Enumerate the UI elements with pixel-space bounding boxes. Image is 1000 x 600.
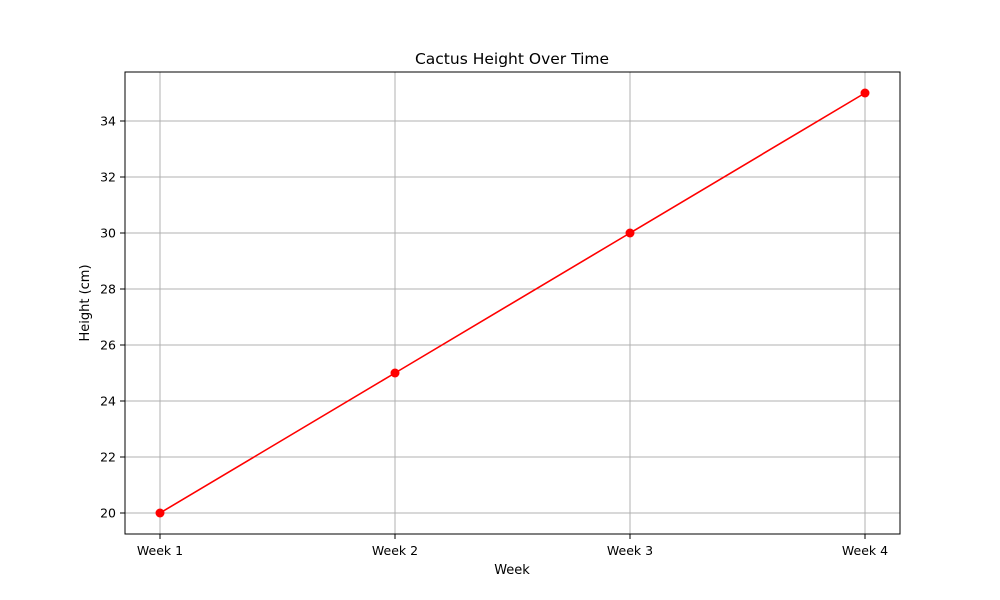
y-tick-label: 30 (100, 226, 116, 241)
ticks-layer: Week 1 Week 2 Week 3 Week 4 20 22 24 26 28 30 32 34 (100, 114, 888, 559)
y-tick-label: 24 (100, 394, 116, 409)
x-tick-label: Week 3 (607, 543, 653, 558)
plot-frame (124, 71, 901, 535)
chart-title: Cactus Height Over Time (415, 50, 609, 68)
y-axis-label: Height (cm) (78, 264, 93, 341)
x-tick-label: Week 4 (842, 543, 888, 558)
x-tick-label: Week 2 (372, 543, 418, 558)
series-layer (155, 88, 870, 518)
series-line (159, 92, 866, 514)
y-tick-label: 26 (100, 338, 116, 353)
data-point (860, 88, 870, 98)
x-tick-label: Week 1 (137, 543, 183, 558)
data-point (155, 508, 165, 518)
y-tick-label: 28 (100, 282, 116, 297)
y-tick-label: 32 (100, 170, 116, 185)
data-point (390, 368, 400, 378)
data-point (625, 228, 635, 238)
y-tick-label: 34 (100, 114, 116, 129)
x-axis-label: Week (494, 563, 530, 578)
y-tick-label: 20 (100, 506, 116, 521)
y-tick-label: 22 (100, 450, 116, 465)
